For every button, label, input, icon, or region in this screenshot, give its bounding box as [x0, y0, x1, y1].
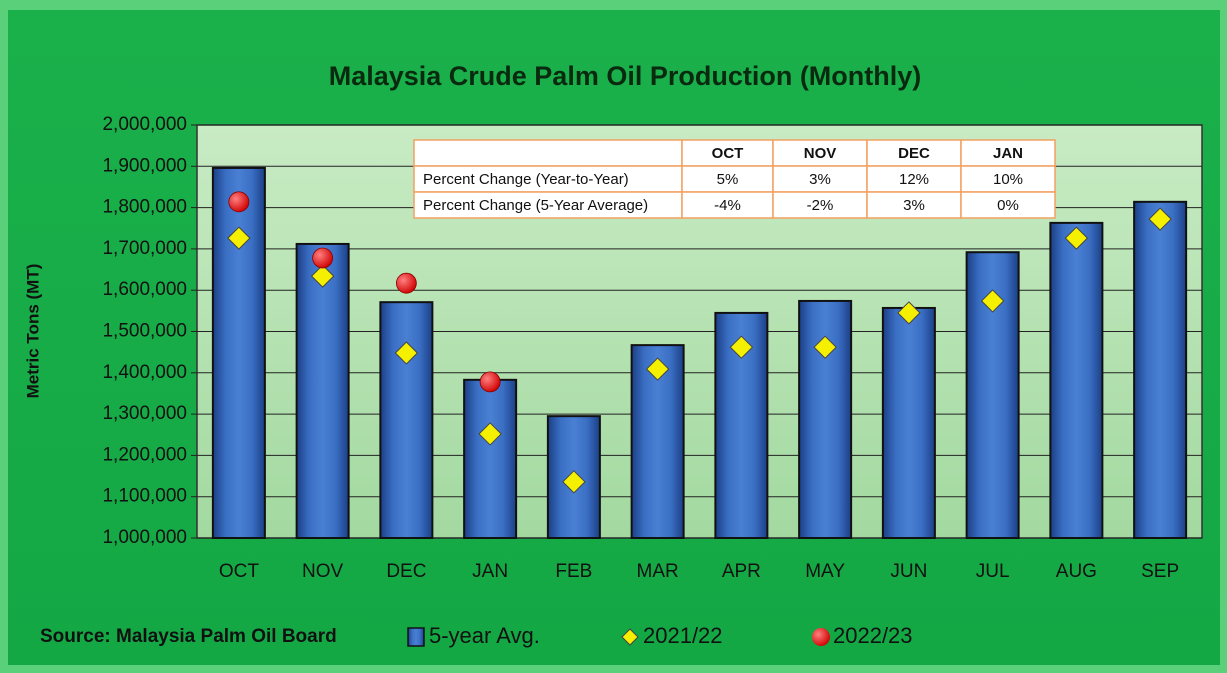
x-tick-label: SEP [1141, 561, 1179, 582]
table-cell [772, 165, 868, 193]
table-cell [960, 165, 1056, 193]
bar [1133, 200, 1188, 539]
table-cell [960, 191, 1056, 219]
y-tick-label: 1,800,000 [102, 197, 187, 218]
x-tick-label: OCT [219, 561, 260, 582]
x-tick-label: APR [722, 561, 761, 582]
y-tick-label: 1,100,000 [102, 486, 187, 507]
bar [295, 242, 350, 539]
diamond-marker [227, 226, 251, 250]
table-text: -2% [807, 197, 834, 214]
diamond-marker [645, 357, 670, 381]
legend-label: 2022/23 [833, 623, 913, 648]
diamond-marker [897, 301, 921, 325]
circle-marker [228, 191, 250, 213]
diamond-marker [813, 335, 837, 359]
bar [1049, 221, 1104, 539]
chart-title: Malaysia Crude Palm Oil Production (Mont… [329, 61, 922, 91]
y-tick-label: 1,500,000 [102, 321, 187, 342]
table-cell [772, 139, 868, 167]
x-tick-label: JUL [976, 561, 1010, 582]
legend-label: 5-year Avg. [429, 623, 540, 648]
bar [881, 306, 936, 540]
legend-swatch [621, 628, 639, 646]
diamond-marker [980, 289, 1005, 313]
y-tick-label: 1,000,000 [102, 527, 187, 548]
table-cell [866, 139, 962, 167]
x-tick-label: JUN [890, 561, 927, 582]
table-text: Percent Change (Year-to-Year) [423, 171, 629, 188]
diamond-marker [394, 341, 419, 365]
y-tick-label: 1,400,000 [102, 362, 187, 383]
table-header: DEC [898, 145, 930, 162]
table-text: 5% [717, 171, 739, 188]
circle-marker [395, 272, 417, 294]
bar [379, 301, 434, 539]
table-cell [681, 139, 774, 167]
legend-swatch [812, 628, 830, 646]
x-tick-label: NOV [302, 561, 344, 582]
table-text: 3% [809, 171, 831, 188]
table-text: 0% [997, 197, 1019, 214]
x-tick-label: FEB [555, 561, 592, 582]
table-text: -4% [714, 197, 741, 214]
table-text: 3% [903, 197, 925, 214]
x-tick-label: DEC [386, 561, 426, 582]
y-tick-label: 2,000,000 [102, 114, 187, 135]
diamond-marker [478, 422, 502, 446]
legend-label: 2021/22 [643, 623, 723, 648]
y-tick-label: 1,600,000 [102, 279, 187, 300]
legend-swatch [407, 627, 425, 647]
diamond-marker [310, 264, 335, 288]
table-cell [960, 139, 1056, 167]
table-text: 12% [899, 171, 929, 188]
x-tick-label: MAY [805, 561, 845, 582]
diamond-marker [1064, 226, 1089, 250]
y-tick-label: 1,700,000 [102, 238, 187, 259]
bar [211, 166, 266, 539]
table-cell [681, 191, 774, 219]
y-tick-label: 1,300,000 [102, 403, 187, 424]
x-tick-label: MAR [637, 561, 679, 582]
table-text: Percent Change (5-Year Average) [423, 197, 648, 214]
table-header: NOV [804, 145, 837, 162]
source: Source: Malaysia Palm Oil Board [40, 626, 337, 647]
circle-marker [479, 371, 501, 393]
bar [463, 378, 518, 540]
y-tick-label: 1,200,000 [102, 444, 187, 465]
table-header: JAN [993, 145, 1023, 162]
circle-marker [312, 247, 334, 269]
table-cell [413, 139, 683, 167]
diamond-marker [562, 470, 586, 494]
table-header: OCT [712, 145, 744, 162]
diamond-marker [729, 335, 754, 359]
x-tick-label: JAN [472, 561, 508, 582]
x-tick-label: AUG [1056, 561, 1097, 582]
table-text: 10% [993, 171, 1023, 188]
diamond-marker [1148, 207, 1172, 231]
y-axis-label: Metric Tons (MT) [23, 264, 42, 399]
y-tick-label: 1,900,000 [102, 155, 187, 176]
